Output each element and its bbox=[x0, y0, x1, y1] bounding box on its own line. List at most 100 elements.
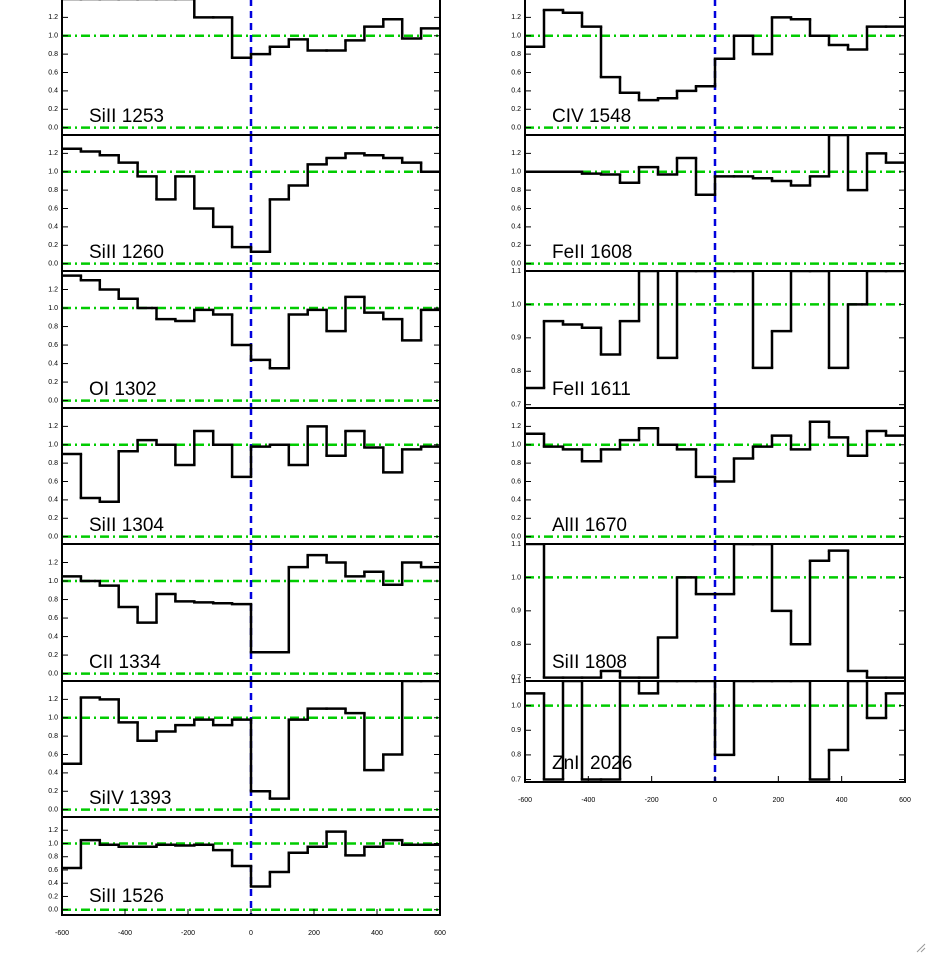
y-tick-label: 1.1 bbox=[511, 678, 521, 685]
y-tick-label: 1.0 bbox=[511, 33, 521, 40]
y-tick-label: 0.7 bbox=[511, 776, 521, 783]
line-label: SiIV 1393 bbox=[89, 788, 171, 809]
y-tick-label: 0.8 bbox=[48, 596, 58, 603]
y-tick-label: 0.9 bbox=[511, 727, 521, 734]
y-tick-label: 0.7 bbox=[511, 675, 521, 682]
y-tick-label: 1.0 bbox=[48, 169, 58, 176]
line-label: SiII 1304 bbox=[89, 515, 164, 536]
y-tick-label: 0.2 bbox=[48, 893, 58, 900]
panel bbox=[62, 271, 440, 408]
y-tick-label: 0.4 bbox=[511, 497, 521, 504]
y-tick-label: 1.0 bbox=[511, 169, 521, 176]
line-label: CII 1334 bbox=[89, 652, 161, 673]
y-tick-label: 0.8 bbox=[511, 641, 521, 648]
y-tick-label: 0.4 bbox=[511, 88, 521, 95]
x-tick-label: -200 bbox=[645, 797, 659, 804]
line-label: OI 1302 bbox=[89, 379, 157, 400]
y-tick-label: 1.0 bbox=[511, 301, 521, 308]
y-tick-label: 0.2 bbox=[48, 106, 58, 113]
y-tick-label: 1.0 bbox=[48, 715, 58, 722]
y-tick-label: 0.6 bbox=[511, 69, 521, 76]
y-tick-label: 0.0 bbox=[511, 260, 521, 267]
y-tick-label: 0.0 bbox=[511, 533, 521, 540]
panel bbox=[525, 0, 905, 135]
y-tick-label: 0.4 bbox=[48, 880, 58, 887]
panel bbox=[525, 544, 905, 681]
y-tick-label: 0.8 bbox=[511, 187, 521, 194]
y-tick-label: 0.8 bbox=[48, 460, 58, 467]
y-tick-label: 0.4 bbox=[48, 224, 58, 231]
y-tick-label: 0.0 bbox=[48, 124, 58, 131]
x-tick-label: 0 bbox=[249, 930, 253, 937]
y-tick-label: 0.2 bbox=[48, 242, 58, 249]
y-tick-label: 0.6 bbox=[511, 478, 521, 485]
x-tick-label: 200 bbox=[772, 797, 784, 804]
x-tick-label: 600 bbox=[899, 797, 911, 804]
x-tick-label: 400 bbox=[371, 930, 383, 937]
y-tick-label: 1.0 bbox=[511, 574, 521, 581]
y-tick-label: 1.2 bbox=[48, 423, 58, 430]
panel bbox=[62, 0, 440, 135]
y-tick-label: 1.1 bbox=[511, 541, 521, 548]
panel bbox=[525, 135, 905, 271]
panel bbox=[525, 271, 905, 408]
y-tick-label: 0.6 bbox=[48, 342, 58, 349]
y-tick-label: 0.2 bbox=[48, 788, 58, 795]
y-tick-label: 1.2 bbox=[48, 696, 58, 703]
y-tick-label: 0.4 bbox=[48, 633, 58, 640]
y-tick-label: 1.2 bbox=[511, 423, 521, 430]
panel bbox=[62, 135, 440, 271]
x-tick-label: 200 bbox=[308, 930, 320, 937]
x-tick-label: -200 bbox=[181, 930, 195, 937]
y-tick-label: 1.2 bbox=[48, 150, 58, 157]
x-tick-label: -600 bbox=[518, 797, 532, 804]
y-tick-label: 0.9 bbox=[511, 608, 521, 615]
y-tick-label: 1.2 bbox=[511, 150, 521, 157]
y-tick-label: 0.8 bbox=[48, 323, 58, 330]
y-tick-label: 0.2 bbox=[511, 515, 521, 522]
y-tick-label: 0.8 bbox=[48, 854, 58, 861]
y-tick-label: 0.6 bbox=[48, 867, 58, 874]
line-label: CIV 1548 bbox=[552, 106, 631, 127]
x-tick-label: -400 bbox=[581, 797, 595, 804]
x-tick-label: 400 bbox=[836, 797, 848, 804]
y-tick-label: 0.4 bbox=[48, 360, 58, 367]
line-label: SiII 1526 bbox=[89, 886, 164, 907]
line-label: FeII 1608 bbox=[552, 242, 632, 263]
panel bbox=[525, 408, 905, 544]
y-tick-label: 0.8 bbox=[48, 51, 58, 58]
y-tick-label: 0.0 bbox=[48, 670, 58, 677]
y-tick-label: 0.8 bbox=[511, 752, 521, 759]
line-label: FeII 1611 bbox=[552, 379, 631, 400]
y-tick-label: 0.4 bbox=[48, 88, 58, 95]
y-tick-label: 1.0 bbox=[511, 702, 521, 709]
y-tick-label: 1.0 bbox=[48, 305, 58, 312]
y-tick-label: 0.6 bbox=[48, 615, 58, 622]
y-tick-label: 0.8 bbox=[48, 187, 58, 194]
line-label: SiII 1253 bbox=[89, 106, 164, 127]
y-tick-label: 1.2 bbox=[48, 14, 58, 21]
y-tick-label: 0.2 bbox=[511, 242, 521, 249]
y-tick-label: 0.6 bbox=[48, 69, 58, 76]
y-tick-label: 0.8 bbox=[511, 51, 521, 58]
y-tick-label: 0.7 bbox=[511, 402, 521, 409]
line-label: AlII 1670 bbox=[552, 515, 627, 536]
y-tick-label: 1.0 bbox=[48, 840, 58, 847]
y-tick-label: 0.2 bbox=[48, 652, 58, 659]
y-tick-label: 0.6 bbox=[48, 478, 58, 485]
y-tick-label: 0.8 bbox=[511, 460, 521, 467]
y-tick-label: 0.0 bbox=[48, 260, 58, 267]
y-tick-label: 0.0 bbox=[511, 124, 521, 131]
x-tick-label: -600 bbox=[55, 930, 69, 937]
line-label: ZnII 2026 bbox=[552, 753, 632, 774]
y-tick-label: 0.6 bbox=[48, 205, 58, 212]
line-label: SiII 1808 bbox=[552, 652, 627, 673]
y-tick-label: 1.0 bbox=[48, 33, 58, 40]
x-tick-label: -400 bbox=[118, 930, 132, 937]
y-tick-label: 0.6 bbox=[48, 751, 58, 758]
panel bbox=[62, 681, 440, 817]
y-tick-label: 0.0 bbox=[48, 397, 58, 404]
y-tick-label: 0.0 bbox=[48, 533, 58, 540]
